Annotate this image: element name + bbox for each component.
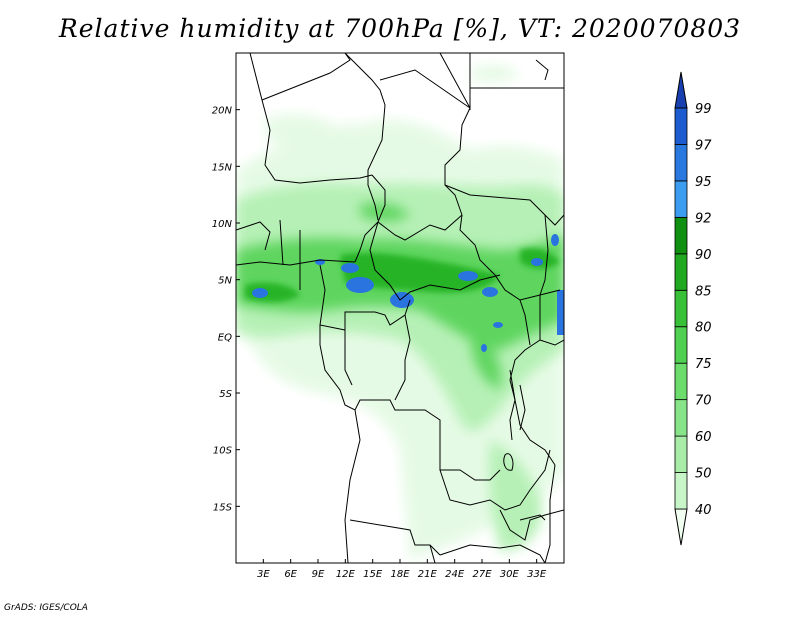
lon-tick-label: 9E xyxy=(312,569,325,580)
colorbar-segment xyxy=(674,472,688,510)
lon-tick-label: 21E xyxy=(418,569,438,580)
colorbar-label: 40 xyxy=(695,503,712,518)
colorbar-label: 60 xyxy=(695,430,712,445)
colorbar-label: 75 xyxy=(695,357,712,372)
colorbar-label: 95 xyxy=(695,175,712,190)
lon-tick-label: 3E xyxy=(257,569,270,580)
lon-tick-label: 30E xyxy=(500,569,520,580)
colorbar-label: 90 xyxy=(695,248,712,263)
colorbar-segment xyxy=(674,144,688,182)
colorbar-segment xyxy=(674,180,688,218)
lat-tick-label: 20N xyxy=(212,106,233,117)
colorbar-label: 50 xyxy=(695,467,712,482)
colorbar-segment xyxy=(674,399,688,437)
lon-tick-label: 15E xyxy=(363,569,383,580)
lon-tick-label: 33E xyxy=(527,569,547,580)
lon-tick-label: 27E xyxy=(472,569,492,580)
colorbar-segment xyxy=(674,362,688,401)
humidity-field xyxy=(236,53,564,563)
colorbar-top-arrow xyxy=(674,71,688,109)
country-borders xyxy=(236,53,564,563)
footer-credit: GrADS: IGES/COLA xyxy=(4,603,88,613)
colorbar-label: 80 xyxy=(695,321,712,336)
colorbar-segment xyxy=(674,326,688,364)
colorbar-bottom-arrow xyxy=(674,508,688,546)
colorbar-segment xyxy=(674,289,688,328)
lat-tick-label: EQ xyxy=(218,332,232,343)
colorbar-label: 92 xyxy=(695,211,712,226)
lat-axis: 20N 15N 10N 5N EQ 5S 10S 15S xyxy=(212,106,240,513)
colorbar-label: 97 xyxy=(695,138,712,153)
colorbar-segment xyxy=(674,253,688,291)
lat-tick-label: 15N xyxy=(212,162,233,173)
colorbar-label: 70 xyxy=(695,394,712,409)
colorbar-segment xyxy=(674,435,688,473)
lat-tick-label: 10S xyxy=(213,446,233,457)
lat-tick-label: 10N xyxy=(212,219,233,230)
lat-tick-label: 5S xyxy=(219,389,232,400)
map-title: Relative humidity at 700hPa [%], VT: 202… xyxy=(58,14,742,43)
lon-tick-label: 6E xyxy=(284,569,297,580)
lat-tick-label: 5N xyxy=(218,276,232,287)
lon-tick-label: 24E xyxy=(445,569,465,580)
lon-axis: 3E 6E 9E 12E 15E 18E 21E 24E 27E 30E 33E xyxy=(257,559,547,580)
colorbar-label: 99 xyxy=(695,102,712,117)
lon-tick-label: 18E xyxy=(390,569,410,580)
colorbar-segment xyxy=(674,216,688,255)
colorbar-segment xyxy=(674,107,688,145)
colorbar-label: 85 xyxy=(695,284,712,299)
lon-tick-label: 12E xyxy=(336,569,356,580)
lat-tick-label: 15S xyxy=(213,502,233,513)
colorbar: 40 50 60 70 75 80 85 90 92 95 97 99 xyxy=(674,71,712,546)
